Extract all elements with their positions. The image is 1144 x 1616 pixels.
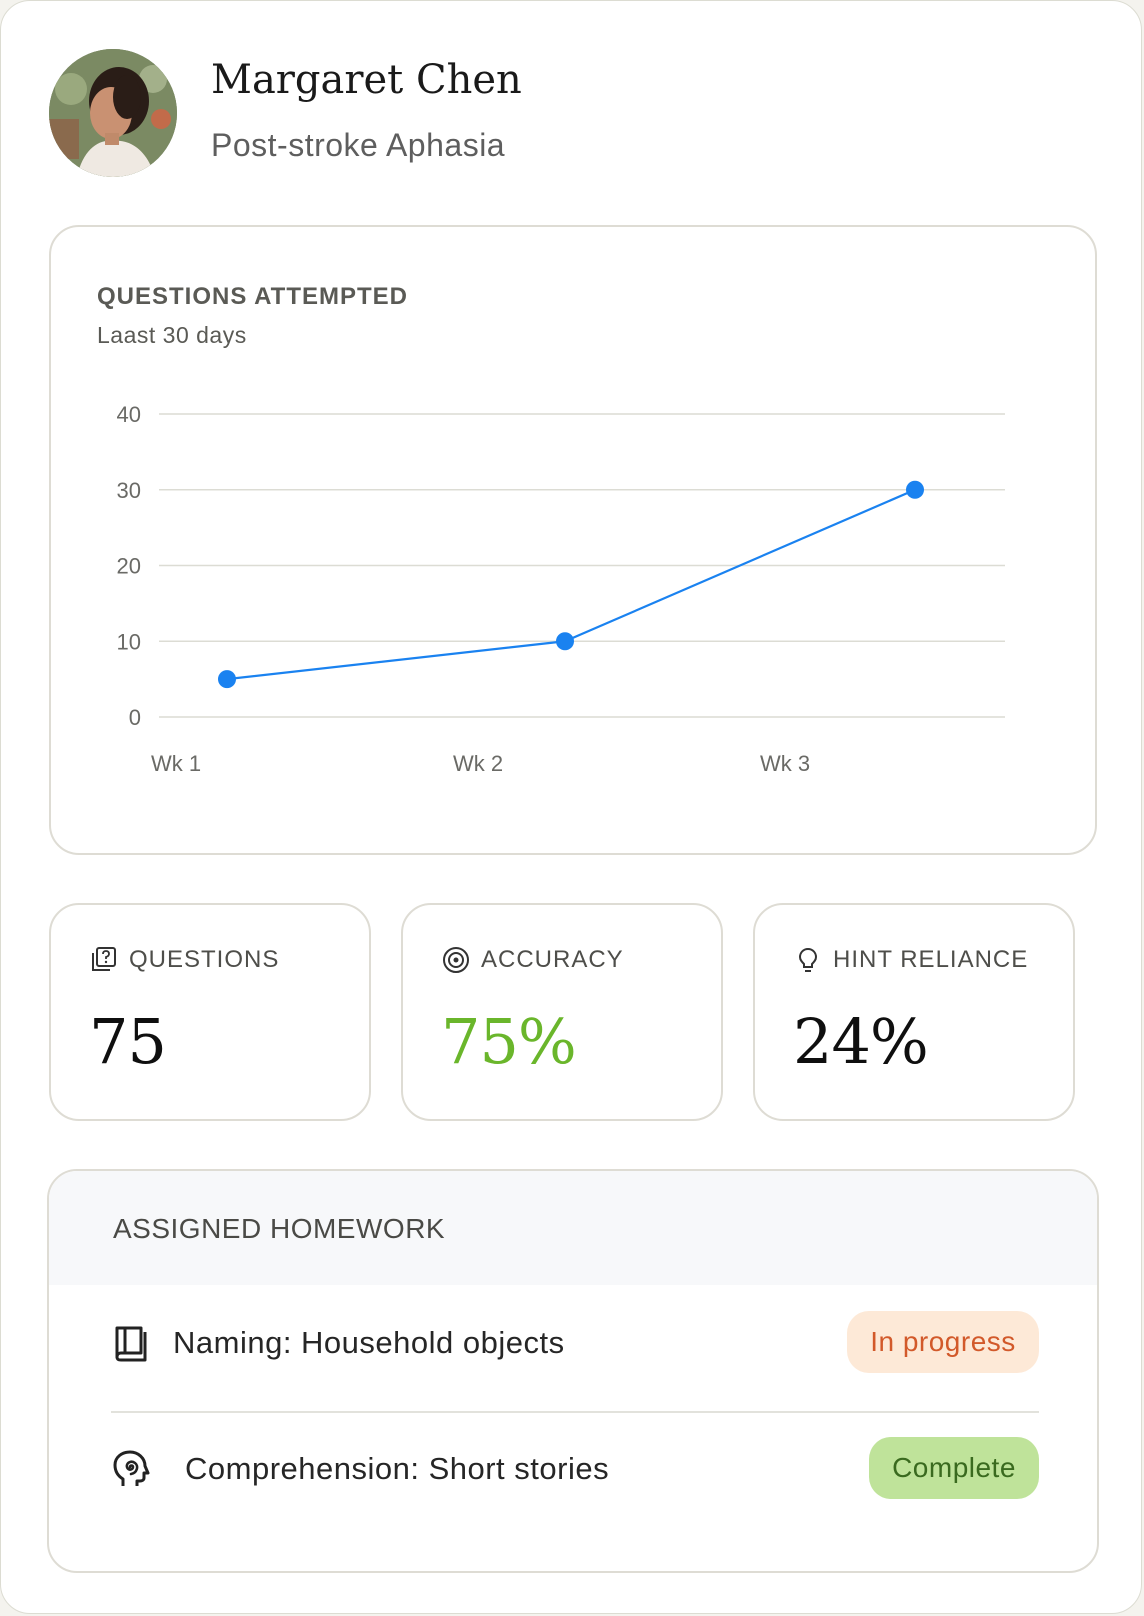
series-line bbox=[226, 488, 916, 681]
homework-header: ASSIGNED HOMEWORK bbox=[49, 1171, 1097, 1285]
homework-card: ASSIGNED HOMEWORK Naming: Household obje… bbox=[47, 1169, 1099, 1573]
line-chart: 0 10 20 30 40 Wk 1 Wk 2 Wk 3 bbox=[117, 402, 1005, 776]
stat-value-accuracy: 75% bbox=[441, 1005, 577, 1078]
lightbulb-icon bbox=[798, 947, 818, 972]
question-card-icon bbox=[92, 947, 116, 971]
x-tick-label: Wk 3 bbox=[760, 751, 810, 776]
stat-value-hint-reliance: 24% bbox=[793, 1005, 929, 1078]
homework-item[interactable]: Comprehension: Short stories Complete bbox=[111, 1437, 1039, 1501]
stat-label: HINT RELIANCE bbox=[833, 946, 1029, 973]
y-tick-label: 10 bbox=[117, 629, 141, 654]
homework-item-label: Comprehension: Short stories bbox=[185, 1451, 610, 1486]
data-point[interactable] bbox=[556, 632, 574, 651]
x-tick-label: Wk 2 bbox=[453, 751, 503, 776]
data-point[interactable] bbox=[906, 480, 924, 499]
person-portrait-icon bbox=[49, 49, 177, 177]
stat-label: ACCURACY bbox=[481, 946, 624, 973]
chart-subtitle: Laast 30 days bbox=[97, 322, 247, 348]
y-tick-label: 0 bbox=[129, 705, 141, 730]
stat-card-questions: QUESTIONS 75 bbox=[49, 903, 371, 1121]
y-tick-label: 40 bbox=[117, 402, 141, 427]
stat-card-accuracy: ACCURACY 75% bbox=[401, 903, 723, 1121]
status-badge-complete: Complete bbox=[869, 1437, 1039, 1499]
homework-divider bbox=[111, 1411, 1039, 1413]
homework-title: ASSIGNED HOMEWORK bbox=[113, 1213, 446, 1244]
status-badge-in-progress: In progress bbox=[847, 1311, 1039, 1373]
book-icon bbox=[115, 1326, 147, 1362]
stat-value-questions: 75 bbox=[89, 1005, 167, 1078]
target-icon bbox=[443, 947, 469, 973]
avatar[interactable] bbox=[49, 49, 177, 177]
chart-title: QUESTIONS ATTEMPTED bbox=[97, 283, 409, 310]
stat-label: QUESTIONS bbox=[129, 946, 280, 973]
head-spiral-icon bbox=[113, 1450, 150, 1486]
data-point[interactable] bbox=[218, 670, 236, 689]
homework-item[interactable]: Naming: Household objects In progress bbox=[111, 1311, 1039, 1375]
patient-condition: Post-stroke Aphasia bbox=[211, 127, 506, 163]
homework-item-label: Naming: Household objects bbox=[173, 1325, 565, 1360]
y-tick-label: 30 bbox=[117, 478, 141, 503]
y-tick-label: 20 bbox=[117, 554, 141, 579]
patient-name: Margaret Chen bbox=[211, 57, 522, 103]
questions-chart-card: QUESTIONS ATTEMPTED Laast 30 days 0 10 20 3… bbox=[49, 225, 1097, 855]
x-tick-label: Wk 1 bbox=[151, 751, 201, 776]
stat-card-hint-reliance: HINT RELIANCE 24% bbox=[753, 903, 1075, 1121]
